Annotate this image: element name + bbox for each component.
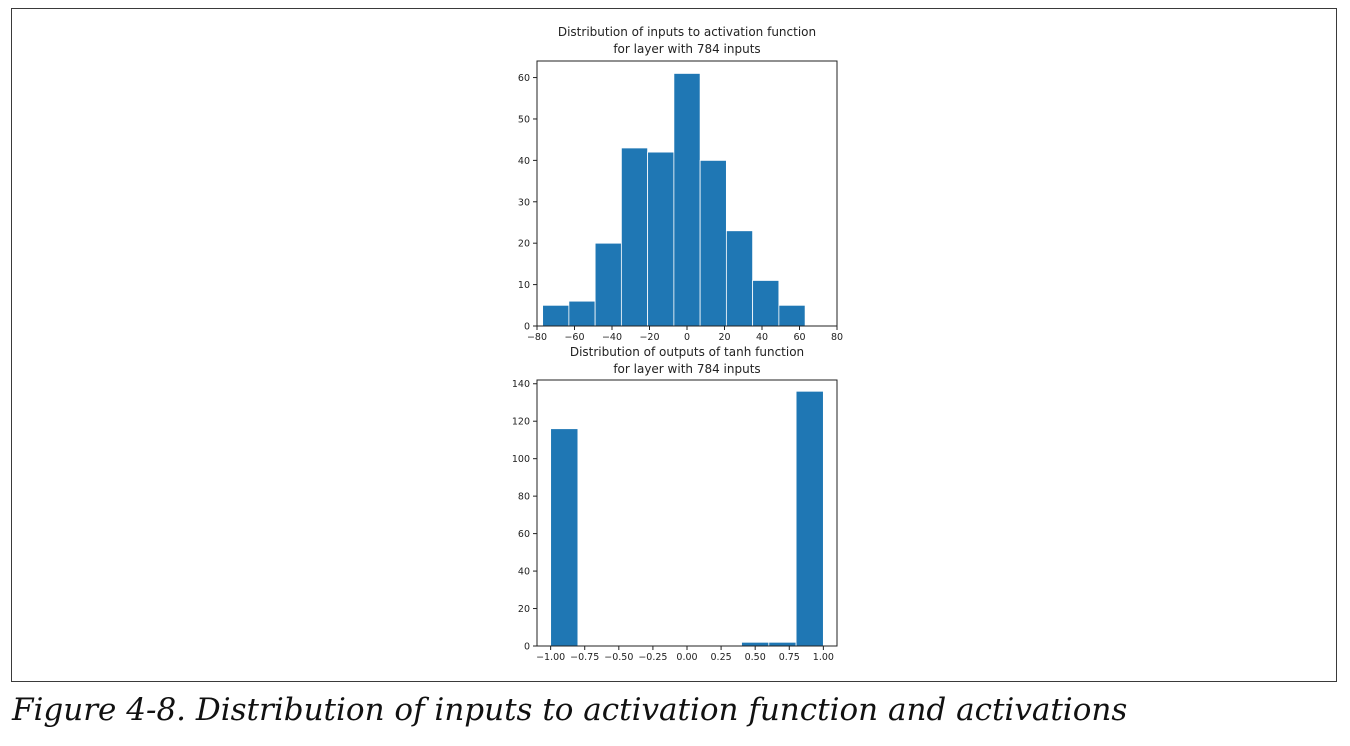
tanh-xtick-label-0: −1.00 [536, 652, 565, 663]
inputs-ytick-label-5: 50 [518, 114, 530, 125]
inputs-ytick-label-0: 0 [524, 322, 530, 333]
tanh-xtick-label-6: 0.50 [745, 652, 766, 663]
tanh-xtick-label-4: 0.00 [676, 652, 697, 663]
tanh-xtick-label-1: −0.75 [570, 652, 599, 663]
inputs-xtick-label-5: 20 [718, 332, 730, 343]
inputs-bar-2 [594, 242, 622, 327]
inputs-bar-6 [699, 159, 727, 327]
inputs-xtick-label-7: 60 [793, 332, 805, 343]
chart-inputs-histogram: Distribution of inputs to activation fun… [518, 25, 843, 343]
inputs-xtick-label-0: −80 [527, 332, 547, 343]
inputs-bar-1 [568, 300, 596, 327]
tanh-title-line-1: Distribution of outputs of tanh function [570, 345, 804, 359]
inputs-bar-4 [647, 151, 675, 327]
tanh-ytick-label-3: 60 [518, 529, 530, 540]
chart-tanh-outputs-histogram: Distribution of outputs of tanh function… [512, 345, 838, 663]
inputs-xtick-label-4: 0 [684, 332, 690, 343]
inputs-xtick-label-6: 40 [756, 332, 768, 343]
inputs-ytick-label-3: 30 [518, 197, 530, 208]
tanh-xtick-label-8: 1.00 [813, 652, 834, 663]
inputs-xtick-label-8: 80 [831, 332, 843, 343]
tanh-ytick-label-4: 80 [518, 492, 530, 503]
tanh-ytick-label-2: 40 [518, 567, 530, 578]
inputs-xtick-label-2: −40 [602, 332, 622, 343]
tanh-ytick-label-0: 0 [524, 642, 530, 653]
tanh-bar-9 [795, 390, 824, 647]
tanh-ytick-label-1: 20 [518, 604, 530, 615]
inputs-bar-7 [725, 230, 754, 327]
inputs-title-line-2: for layer with 784 inputs [613, 42, 760, 56]
inputs-title-line-1: Distribution of inputs to activation fun… [558, 25, 816, 39]
tanh-ytick-label-7: 140 [512, 379, 530, 390]
inputs-bar-0 [542, 304, 570, 327]
inputs-xtick-label-3: −20 [639, 332, 659, 343]
tanh-axes-frame [536, 379, 838, 647]
tanh-bar-8 [768, 641, 797, 647]
inputs-xtick-label-1: −60 [564, 332, 584, 343]
tanh-xtick-label-2: −0.50 [604, 652, 633, 663]
tanh-xtick-label-5: 0.25 [711, 652, 732, 663]
inputs-ytick-label-2: 20 [518, 239, 530, 250]
inputs-bar-9 [778, 304, 806, 327]
tanh-xtick-label-3: −0.25 [638, 652, 667, 663]
tanh-bar-0 [550, 428, 579, 647]
tanh-bar-7 [741, 641, 770, 647]
tanh-ytick-label-6: 120 [512, 417, 530, 428]
inputs-ytick-label-4: 40 [518, 156, 530, 167]
tanh-ytick-label-5: 100 [512, 454, 530, 465]
inputs-ytick-label-6: 60 [518, 73, 530, 84]
figure-caption: Figure 4-8. Distribution of inputs to ac… [12, 692, 1128, 728]
tanh-xtick-label-7: 0.75 [779, 652, 800, 663]
inputs-ytick-label-1: 10 [518, 280, 530, 291]
inputs-bar-5 [673, 73, 701, 327]
inputs-bar-3 [620, 147, 649, 327]
tanh-title-line-2: for layer with 784 inputs [613, 362, 760, 376]
inputs-bar-8 [752, 280, 780, 327]
